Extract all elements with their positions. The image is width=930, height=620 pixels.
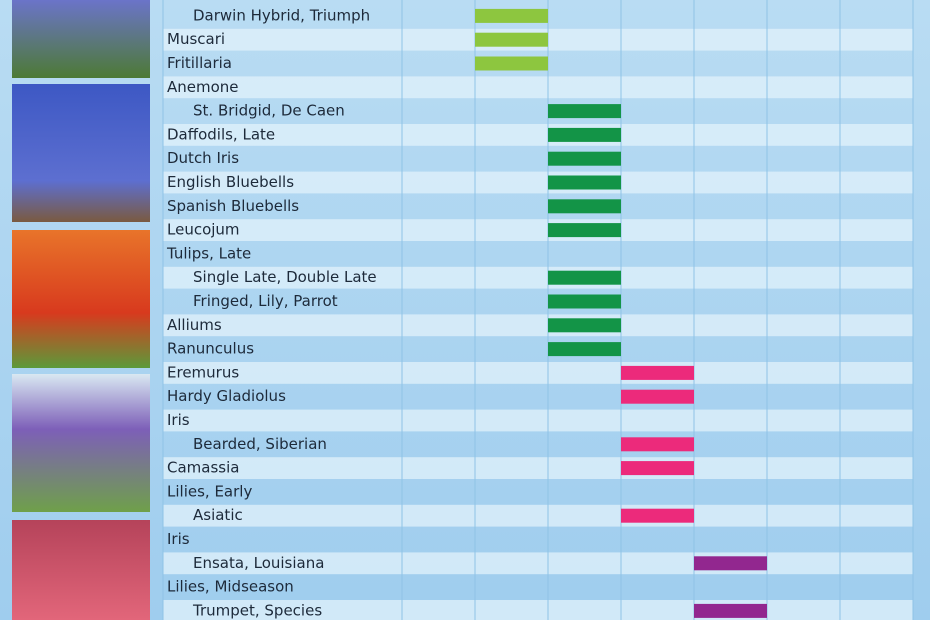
row-label: Lilies, Midseason — [167, 578, 294, 596]
row-stripe — [163, 457, 913, 479]
row-label: Iris — [167, 411, 190, 429]
row-label: Tulips, Late — [166, 244, 251, 262]
row-stripe — [163, 171, 913, 194]
bloom-bar — [621, 508, 694, 523]
row-label: Hardy Gladiolus — [167, 387, 286, 405]
bloom-bar — [694, 556, 767, 571]
row-label: Camassia — [167, 459, 239, 477]
row-label: Single Late, Double Late — [193, 268, 377, 286]
bloom-bar — [548, 294, 621, 309]
row-label: Leucojum — [167, 221, 240, 239]
bloom-bar — [548, 199, 621, 214]
photo — [12, 230, 150, 368]
row-label: Alliums — [167, 316, 222, 334]
row-label: Bearded, Siberian — [193, 435, 327, 453]
row-label: Muscari — [167, 30, 225, 48]
bloom-bar — [548, 223, 621, 238]
row-stripe — [163, 504, 913, 527]
row-stripe — [163, 124, 913, 146]
row-label: Asiatic — [193, 506, 243, 524]
row-stripe — [163, 409, 913, 432]
row-stripe — [163, 362, 913, 384]
row-label: Lilies, Early — [167, 482, 252, 500]
row-label: Darwin Hybrid, Triumph — [193, 6, 370, 24]
row-label: Anemone — [167, 78, 239, 96]
row-label: Fritillaria — [167, 54, 232, 72]
bloom-bar — [694, 603, 767, 618]
row-label: Daffodils, Late — [167, 125, 275, 143]
row-label: St. Bridgid, De Caen — [193, 102, 345, 120]
bloom-bar — [475, 56, 548, 71]
bloom-bar — [548, 175, 621, 190]
row-label: Fringed, Lily, Parrot — [193, 292, 338, 310]
bloom-bar — [548, 104, 621, 119]
row-label: Ranunculus — [167, 340, 254, 358]
row-label: Trumpet, Species — [192, 601, 322, 619]
bloom-bar — [548, 270, 621, 285]
rows: Darwin Hybrid, Triumph Muscari Fritillaria… — [162, 0, 914, 620]
bloom-bar — [548, 342, 621, 357]
row-stripe — [163, 314, 913, 337]
row-label: Spanish Bluebells — [167, 197, 299, 215]
photo — [12, 84, 150, 222]
bloom-bar — [621, 437, 694, 452]
bloom-bar — [621, 365, 694, 380]
photo — [12, 0, 150, 78]
bloom-bar — [548, 318, 621, 333]
photo — [12, 374, 150, 512]
bloom-bar — [548, 151, 621, 166]
row-label: Eremurus — [167, 363, 239, 381]
row-stripe — [163, 76, 913, 99]
bloom-bar — [621, 389, 694, 404]
photo — [12, 520, 150, 620]
row-label: Ensata, Louisiana — [193, 554, 324, 572]
bloom-bar — [475, 8, 548, 23]
row-label: English Bluebells — [167, 173, 294, 191]
row-label: Dutch Iris — [167, 149, 239, 167]
row-stripe — [163, 219, 913, 241]
bloom-bar — [548, 127, 621, 142]
bloom-bar — [475, 32, 548, 47]
bloom-bar — [621, 461, 694, 476]
row-stripe — [163, 266, 913, 289]
row-label: Iris — [167, 530, 190, 548]
